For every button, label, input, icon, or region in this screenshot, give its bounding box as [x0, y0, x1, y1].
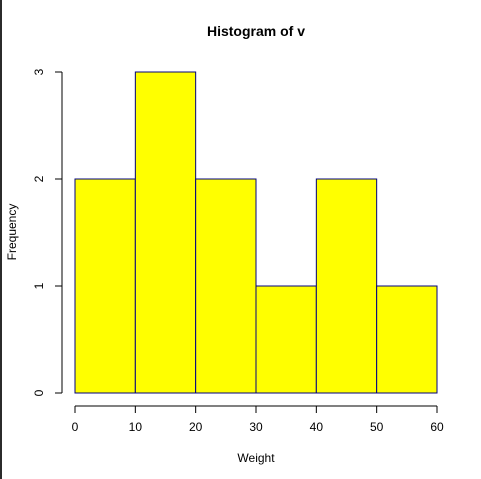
x-tick-label: 40: [310, 420, 324, 434]
window-left-border: [0, 0, 2, 479]
x-axis-label: Weight: [237, 451, 275, 465]
y-axis: 0 1 2 3: [32, 68, 63, 396]
y-tick-label: 0: [32, 389, 46, 396]
x-tick-label: 60: [430, 420, 444, 434]
x-axis: 0 10 20 30 40 50 60: [72, 405, 444, 434]
histogram-bar-3: [255, 285, 317, 394]
y-tick-label: 2: [32, 175, 46, 182]
histogram-bar-1: [134, 71, 197, 394]
chart-title: Histogram of v: [207, 23, 305, 39]
histogram-bar-4: [315, 178, 378, 394]
y-axis-label: Frequency: [5, 204, 19, 261]
x-tick-label: 0: [72, 420, 79, 434]
x-tick-label: 20: [189, 420, 203, 434]
x-tick-label: 10: [129, 420, 143, 434]
histogram-bar-5: [376, 285, 438, 394]
histogram-bar-2: [195, 178, 257, 394]
y-tick-label: 3: [32, 68, 46, 75]
histogram-bar-0: [74, 178, 136, 394]
histogram-bars: [74, 71, 438, 394]
y-tick-label: 1: [32, 282, 46, 289]
x-tick-label: 30: [249, 420, 263, 434]
x-tick-label: 50: [370, 420, 384, 434]
